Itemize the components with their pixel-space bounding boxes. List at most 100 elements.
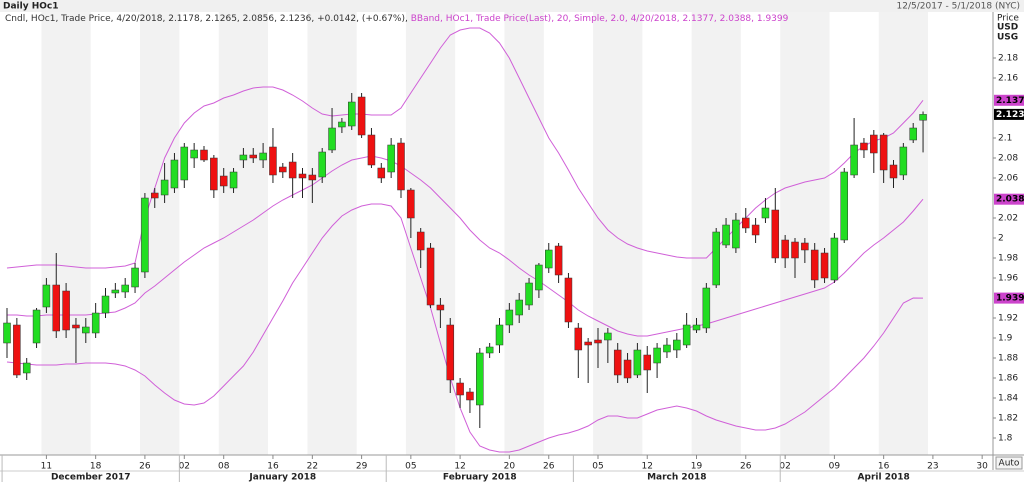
candle-body-down (367, 134, 376, 166)
y-tick-label: 1.86 (998, 374, 1018, 384)
candle-body-up (545, 249, 553, 269)
candle-body-down (554, 245, 563, 276)
candle-body-up (535, 264, 543, 291)
auto-button[interactable] (995, 456, 1023, 470)
x-tick-label: 16 (267, 462, 279, 472)
month-label: January 2018 (248, 473, 316, 482)
candle-body-down (613, 349, 622, 376)
x-tick-label: 02 (179, 462, 190, 472)
x-tick-label: 12 (642, 462, 653, 472)
price-marker (994, 193, 1024, 205)
candle-body-up (318, 151, 326, 178)
candle-body-up (485, 346, 494, 354)
candle-body-up (525, 282, 533, 306)
x-tick-label: 26 (139, 462, 151, 472)
candle-body-down (279, 166, 287, 173)
candle-body-up (515, 299, 523, 316)
candle-body-down (72, 324, 80, 329)
candle-body-up (338, 121, 346, 128)
candle-body-up (702, 287, 711, 329)
date-range: 12/5/2017 - 5/1/2018 (NYC) (897, 2, 1020, 12)
x-tick-label: 26 (543, 462, 555, 472)
candle-body-down (210, 157, 218, 191)
week-band (41, 12, 91, 455)
y-tick-label: 1.84 (998, 394, 1018, 404)
candle-body-down (269, 146, 277, 176)
candle-body-down (810, 249, 819, 281)
x-tick-label: 19 (691, 462, 703, 472)
x-tick-label: 05 (405, 462, 416, 472)
candle-body-up (850, 144, 858, 176)
x-tick-label: 18 (90, 462, 102, 472)
candle-body-down (298, 173, 307, 179)
candle-body-up (32, 309, 41, 344)
week-band (405, 12, 456, 455)
x-tick-label: 11 (41, 462, 52, 472)
candle-body-up (673, 339, 681, 351)
candle-body-down (564, 277, 573, 323)
x-tick-label: 26 (740, 462, 752, 472)
candle-body-down (357, 96, 366, 136)
candle-body-up (761, 207, 770, 219)
price-marker (994, 94, 1024, 106)
candle-body-up (101, 295, 110, 314)
y-tick-label: 1.9 (998, 334, 1013, 344)
y-tick-label: 1.92 (998, 314, 1018, 324)
candle-body-down (584, 341, 592, 346)
candles (3, 93, 927, 428)
candle-body-up (141, 197, 149, 273)
x-tick-label: 05 (592, 462, 603, 472)
candle-body-up (653, 347, 661, 364)
candle-body-up (722, 224, 730, 246)
candle-body-down (771, 209, 780, 259)
legend-bbands: BBand, HOc1, Trade Price(Last), 20, Simp… (411, 14, 789, 24)
x-tick-label: 09 (829, 462, 841, 472)
candle-body-down (426, 247, 435, 306)
candle-body-up (180, 146, 189, 181)
candle-body-up (82, 326, 90, 334)
candle-body-down (308, 174, 317, 181)
y-tick-label: 2.08 (998, 154, 1018, 164)
candle-body-down (870, 134, 878, 154)
candle-body-up (42, 284, 51, 308)
candle-body-down (249, 154, 257, 159)
candle-body-up (633, 349, 642, 376)
candle-body-up (131, 267, 139, 288)
chart-title: Daily HOc1 (3, 2, 59, 12)
price-marker (994, 292, 1024, 304)
candle-body-down (801, 242, 809, 251)
auto-button-label[interactable]: Auto (999, 459, 1020, 469)
candle-body-up (190, 149, 198, 159)
y-tick-label: 2.1 (998, 134, 1012, 144)
candle-body-up (387, 144, 395, 173)
candle-body-up (91, 312, 100, 334)
week-shading (41, 12, 928, 455)
candle-body-up (111, 289, 120, 294)
candle-body-down (781, 239, 789, 259)
header-bar (0, 0, 1024, 12)
x-tick-label: 23 (927, 462, 938, 472)
candle-body-down (466, 391, 474, 401)
y-tick-label: 1.96 (998, 274, 1018, 284)
candle-body-down (288, 161, 297, 179)
candle-body-down (574, 327, 583, 351)
y-tick-label: 2.06 (998, 174, 1018, 184)
price-marker-label: 2.1236 (996, 110, 1024, 120)
band-line (6, 27, 924, 269)
candle-body-up (476, 352, 484, 406)
candle-body-up (505, 309, 514, 326)
y-tick-label: 1.98 (998, 254, 1018, 264)
candle-body-up (830, 237, 839, 281)
x-tick-label: 16 (878, 462, 890, 472)
y-tick-label: 1.88 (998, 354, 1018, 364)
candle-body-down (879, 134, 888, 171)
y-tick-label: 2.18 (998, 54, 1018, 64)
y-tick-label: 2.16 (998, 74, 1018, 84)
bollinger-bands (6, 27, 924, 453)
candle-body-up (840, 171, 848, 241)
legend-candles: Cndl, HOc1, Trade Price, 4/20/2018, 2.11… (5, 14, 408, 24)
x-tick-label: 20 (504, 462, 516, 472)
month-label: March 2018 (647, 473, 706, 482)
